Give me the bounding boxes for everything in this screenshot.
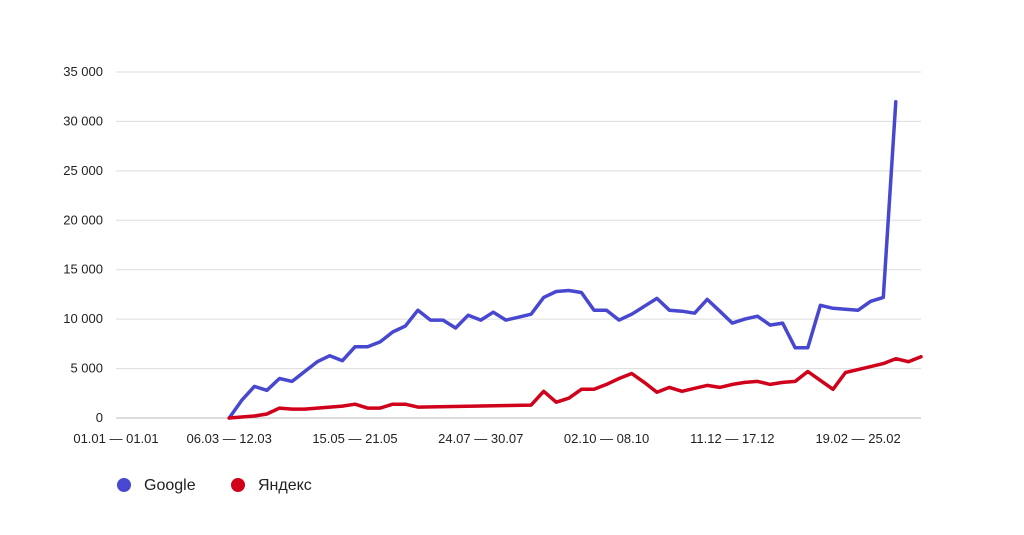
- x-tick-label: 15.05 — 21.05: [312, 431, 397, 446]
- series-lines: [227, 99, 923, 420]
- legend-label: Яндекс: [258, 477, 312, 494]
- legend: Google Яндекс: [117, 477, 312, 494]
- x-tick-label: 19.02 — 25.02: [815, 431, 900, 446]
- y-tick-label: 20 000: [63, 212, 103, 227]
- legend-label: Google: [144, 477, 196, 494]
- x-tick-label: 06.03 — 12.03: [187, 431, 272, 446]
- x-tick-label: 01.01 — 01.01: [73, 431, 158, 446]
- legend-marker: [117, 478, 131, 492]
- y-tick-label: 10 000: [63, 311, 103, 326]
- x-tick-label: 11.12 — 17.12: [690, 431, 774, 446]
- y-tick-label: 25 000: [63, 163, 103, 178]
- y-tick-label: 15 000: [63, 262, 103, 277]
- x-tick-label: 24.07 — 30.07: [438, 431, 523, 446]
- y-axis-tick-labels: 0 5 000 10 000 15 000 20 000 25 000 30 000 35 0…: [63, 64, 103, 425]
- legend-marker: [231, 478, 245, 492]
- grid-lines: [116, 71, 921, 419]
- series-line-google: [227, 99, 898, 420]
- y-tick-label: 0: [96, 410, 103, 425]
- x-axis-tick-labels: 01.01 — 01.01 06.03 — 12.03 15.05 — 21.05 2…: [73, 431, 900, 446]
- y-tick-label: 5 000: [70, 361, 103, 376]
- series-line-yandex: [227, 354, 923, 420]
- y-tick-label: 30 000: [63, 113, 103, 128]
- x-tick-label: 02.10 — 08.10: [564, 431, 649, 446]
- y-tick-label: 35 000: [63, 64, 103, 79]
